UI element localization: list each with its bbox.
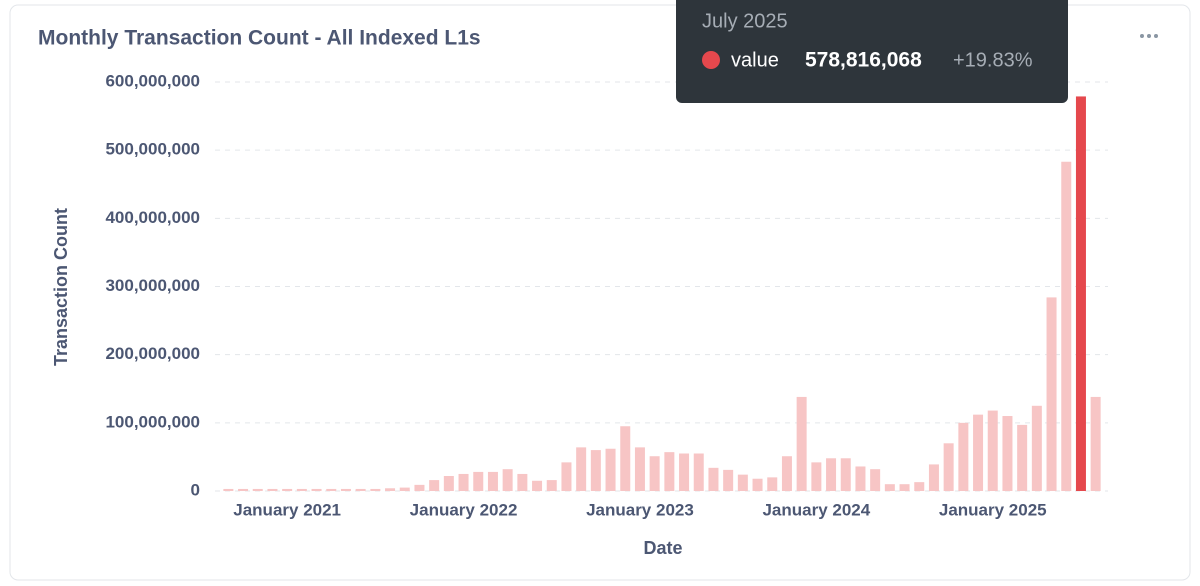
bar [620, 426, 631, 491]
bar [487, 471, 498, 491]
bar [870, 469, 881, 491]
bar [370, 488, 381, 491]
bar [1046, 297, 1057, 491]
bar [1017, 424, 1028, 491]
y-axis-label: Transaction Count [51, 208, 71, 366]
y-tick-label: 0 [191, 480, 200, 499]
bar [267, 488, 278, 491]
bar [282, 488, 293, 491]
bar [884, 484, 895, 491]
bar [737, 474, 748, 491]
bar [429, 480, 440, 491]
bar [958, 422, 969, 491]
bar [811, 462, 822, 491]
bar [458, 473, 469, 491]
tooltip-category: July 2025 [702, 10, 788, 32]
bar [385, 488, 396, 491]
bar [443, 476, 454, 491]
x-tick-label: January 2021 [233, 500, 341, 519]
bar [796, 396, 807, 491]
bar [649, 456, 660, 491]
bar [1061, 161, 1072, 491]
bar [693, 453, 704, 491]
bar [414, 484, 425, 491]
tooltip: July 2025 value 578,816,068 +19.83% [676, 0, 1068, 103]
bar [752, 478, 763, 491]
bar [1002, 416, 1013, 491]
y-tick-label: 300,000,000 [105, 276, 200, 295]
tooltip-swatch [702, 51, 720, 69]
x-tick-label: January 2025 [939, 500, 1047, 519]
bar [767, 477, 778, 491]
bar [781, 456, 792, 491]
x-tick-label: January 2024 [762, 500, 870, 519]
bar [532, 480, 543, 491]
bar [311, 488, 322, 491]
bar [928, 464, 939, 491]
bar [355, 488, 366, 491]
bar [899, 484, 910, 491]
bar [517, 473, 528, 491]
bar [473, 471, 484, 491]
bar [223, 488, 234, 491]
tooltip-value: 578,816,068 [805, 49, 922, 72]
bar [561, 462, 572, 491]
bar [723, 469, 734, 491]
bar [399, 487, 410, 491]
y-tick-label: 500,000,000 [105, 140, 200, 159]
bar [679, 453, 690, 491]
bar [840, 458, 851, 491]
tooltip-series: value [731, 49, 779, 71]
bar [855, 466, 866, 491]
bar [826, 458, 837, 491]
bar [664, 452, 675, 491]
chart-title: Monthly Transaction Count - All Indexed … [38, 27, 481, 50]
bar [914, 482, 925, 491]
x-tick-label: January 2023 [586, 500, 694, 519]
bar [590, 450, 601, 491]
x-tick-label: January 2022 [410, 500, 518, 519]
bar [252, 488, 263, 491]
bar [296, 488, 307, 491]
y-tick-label: 600,000,000 [105, 71, 200, 90]
y-tick-label: 400,000,000 [105, 208, 200, 227]
menu-dot [1154, 34, 1158, 38]
bar [973, 414, 984, 491]
x-axis-label: Date [643, 538, 682, 558]
menu-dot [1147, 34, 1151, 38]
bar [340, 488, 351, 491]
menu-dot [1140, 34, 1144, 38]
bar [1090, 396, 1101, 491]
bar [708, 467, 719, 491]
bar [546, 480, 557, 491]
bar [943, 443, 954, 491]
bar [576, 447, 587, 491]
bar [634, 447, 645, 491]
tooltip-box [676, 0, 1068, 103]
card [9, 4, 1191, 581]
menu[interactable] [1140, 34, 1158, 38]
bar [326, 488, 337, 491]
bar [1075, 96, 1086, 492]
y-tick-label: 200,000,000 [105, 344, 200, 363]
bar [605, 448, 616, 491]
tooltip-change: +19.83% [953, 49, 1033, 71]
bar [502, 469, 513, 491]
bar [987, 410, 998, 491]
plot: 0 100,000,000 200,000,000 300,000,000 400,00… [105, 71, 1108, 519]
y-tick-label: 100,000,000 [105, 412, 200, 431]
bar [1031, 405, 1042, 491]
bar [238, 488, 249, 491]
